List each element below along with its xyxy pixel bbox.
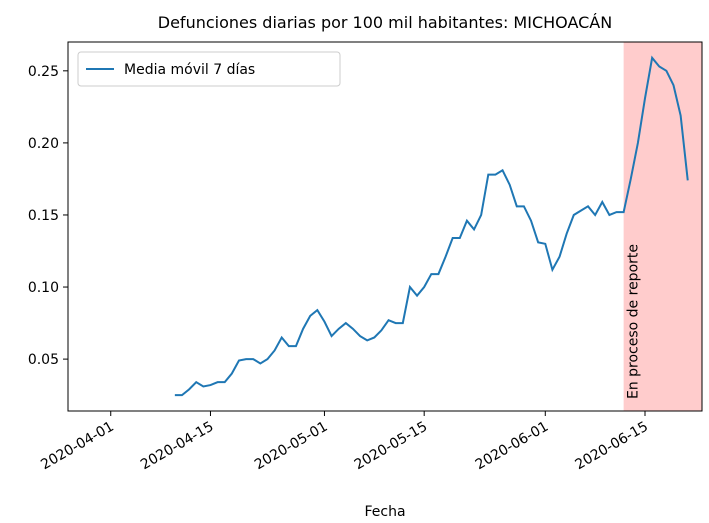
annotation: En proceso de reporte: [626, 244, 642, 399]
y-tick-label: 0.10: [28, 280, 59, 296]
x-tick-label: 2020-06-01: [473, 419, 551, 474]
chart-title: Defunciones diarias por 100 mil habitant…: [158, 13, 612, 32]
line: [174, 55, 689, 397]
x-axis-label: Fecha: [364, 504, 405, 520]
x-tick-label: 2020-05-15: [352, 419, 430, 474]
y-tick-label: 0.15: [28, 208, 59, 224]
x-tick-label: 2020-04-15: [138, 419, 216, 474]
x-tick-label: 2020-04-01: [38, 419, 116, 474]
legend: Media móvil 7 días: [77, 51, 341, 87]
x-tick-label: 2020-06-15: [573, 419, 651, 474]
x-tick-label: 2020-05-01: [252, 419, 330, 474]
legend-box: [77, 51, 341, 87]
legend-label: Media móvil 7 días: [124, 62, 255, 78]
y-tick-label: 0.20: [28, 136, 59, 152]
plot-frame: [67, 41, 703, 412]
shaded-region: [623, 42, 702, 411]
y-tick-label: 0.25: [28, 64, 59, 80]
y-tick-label: 0.05: [28, 352, 59, 368]
